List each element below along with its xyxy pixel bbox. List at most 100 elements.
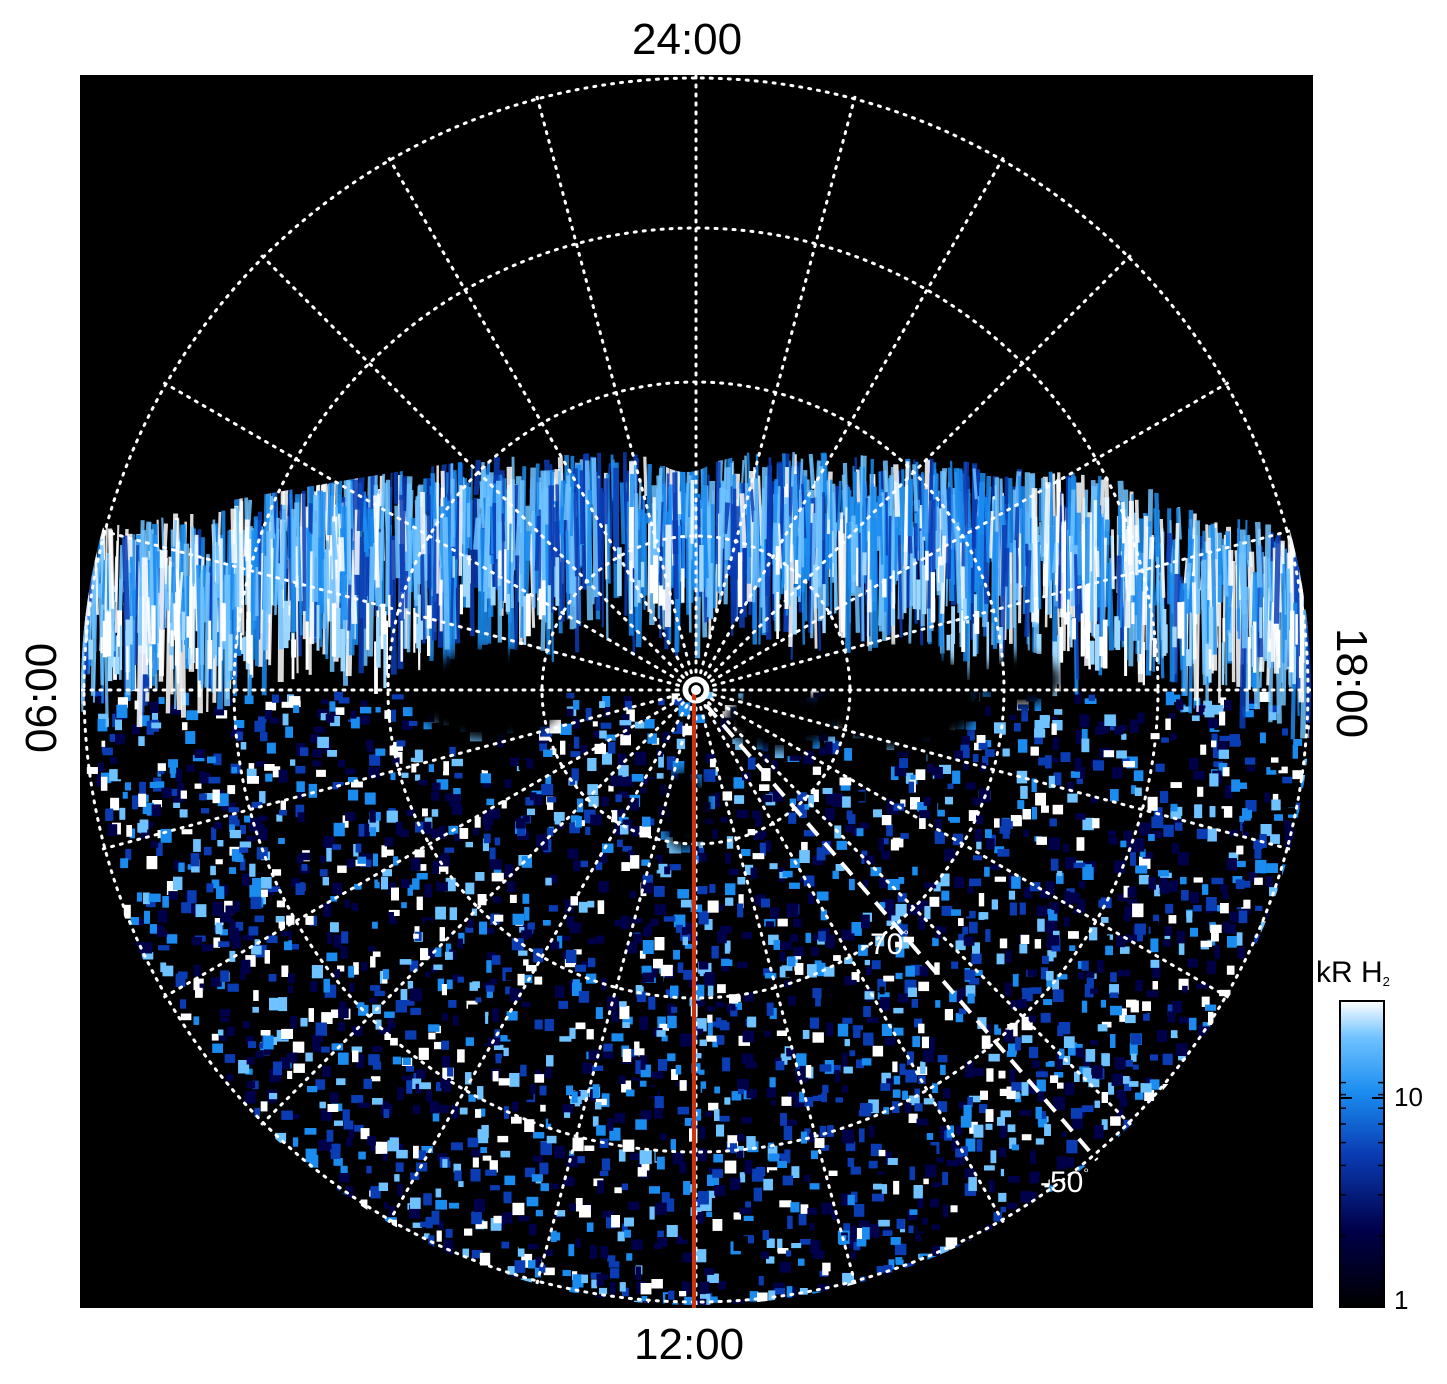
emission-speckle xyxy=(309,902,315,909)
emission-speckle xyxy=(886,803,899,815)
emission-speckle xyxy=(525,797,534,806)
emission-speckle xyxy=(656,990,665,1004)
emission-speckle xyxy=(707,1174,719,1186)
emission-speckle xyxy=(569,922,582,934)
emission-speckle xyxy=(278,997,288,1012)
emission-speckle xyxy=(869,1125,875,1138)
emission-speckle xyxy=(976,814,983,825)
emission-speckle xyxy=(803,830,816,837)
emission-speckle xyxy=(310,734,320,744)
emission-speckle xyxy=(452,804,463,815)
emission-speckle xyxy=(211,1033,219,1041)
emission-speckle xyxy=(1053,1096,1065,1111)
emission-speckle xyxy=(1274,814,1283,821)
emission-speckle xyxy=(570,751,581,757)
emission-speckle xyxy=(747,757,756,770)
emission-speckle xyxy=(943,838,953,850)
emission-speckle xyxy=(1139,856,1151,869)
emission-speckle xyxy=(140,829,150,839)
emission-speckle xyxy=(965,1138,976,1152)
emission-speckle xyxy=(229,815,238,825)
emission-speckle xyxy=(240,825,246,835)
emission-speckle xyxy=(1175,822,1183,831)
emission-speckle xyxy=(622,846,632,852)
emission-speckle xyxy=(737,877,746,885)
emission-speckle xyxy=(266,935,278,943)
emission-speckle xyxy=(342,710,351,720)
emission-speckle xyxy=(1116,750,1127,759)
emission-speckle xyxy=(608,785,614,792)
emission-speckle xyxy=(1125,1060,1133,1067)
emission-speckle xyxy=(702,818,714,824)
emission-speckle xyxy=(1019,999,1027,1009)
emission-speckle xyxy=(666,756,676,770)
emission-speckle xyxy=(775,1061,785,1071)
emission-speckle xyxy=(722,1057,731,1072)
emission-speckle xyxy=(1085,1049,1096,1062)
emission-speckle xyxy=(978,741,988,750)
emission-speckle xyxy=(252,823,265,833)
emission-speckle xyxy=(804,1175,810,1182)
emission-speckle xyxy=(1021,987,1033,1002)
emission-speckle xyxy=(239,847,249,853)
emission-speckle xyxy=(908,904,920,915)
emission-speckle xyxy=(598,893,607,903)
emission-speckle xyxy=(850,1166,861,1175)
emission-speckle xyxy=(296,781,305,792)
emission-speckle xyxy=(1090,988,1099,994)
emission-speckle xyxy=(742,932,753,939)
emission-speckle xyxy=(698,961,709,970)
emission-speckle xyxy=(859,1220,870,1228)
emission-speckle xyxy=(512,1101,519,1112)
emission-speckle xyxy=(312,760,322,767)
emission-speckle xyxy=(388,1192,400,1207)
emission-speckle xyxy=(794,963,804,975)
emission-speckle xyxy=(592,1084,600,1099)
emission-speckle xyxy=(1211,932,1219,942)
emission-speckle xyxy=(337,965,345,972)
emission-speckle xyxy=(771,1100,776,1106)
emission-speckle xyxy=(543,920,551,926)
emission-speckle xyxy=(661,1035,668,1042)
emission-speckle xyxy=(654,1096,664,1109)
emission-speckle xyxy=(1153,914,1160,925)
emission-speckle xyxy=(320,1109,332,1121)
emission-speckle xyxy=(396,740,406,747)
emission-speckle xyxy=(1270,762,1282,771)
emission-speckle xyxy=(799,1091,805,1103)
emission-speckle xyxy=(218,941,230,947)
emission-speckle xyxy=(840,783,851,791)
oval-streak xyxy=(677,470,683,515)
emission-speckle xyxy=(438,856,450,867)
emission-speckle xyxy=(240,742,247,750)
emission-speckle xyxy=(228,807,240,813)
emission-speckle xyxy=(232,696,241,707)
emission-speckle xyxy=(1007,1202,1018,1209)
emission-speckle xyxy=(624,1217,634,1227)
emission-speckle xyxy=(443,1239,451,1253)
emission-speckle xyxy=(382,969,389,980)
emission-speckle xyxy=(955,1125,963,1135)
emission-speckle xyxy=(1168,694,1181,702)
emission-speckle xyxy=(360,853,372,860)
emission-speckle xyxy=(281,931,292,940)
emission-speckle xyxy=(515,818,526,829)
emission-speckle xyxy=(475,1221,488,1229)
emission-speckle xyxy=(641,1296,648,1302)
emission-speckle xyxy=(220,912,232,923)
emission-speckle xyxy=(859,822,869,829)
emission-speckle xyxy=(737,1150,744,1159)
emission-speckle xyxy=(1091,802,1098,815)
emission-speckle xyxy=(1196,983,1208,989)
emission-speckle xyxy=(494,914,504,922)
emission-speckle xyxy=(1111,1073,1123,1086)
emission-speckle xyxy=(671,767,679,780)
emission-speckle xyxy=(640,1283,652,1295)
emission-speckle xyxy=(436,881,448,892)
emission-speckle xyxy=(388,912,394,921)
emission-speckle xyxy=(972,754,979,763)
emission-speckle xyxy=(904,1102,912,1113)
emission-speckle xyxy=(755,1166,766,1177)
emission-speckle xyxy=(658,754,664,768)
emission-speckle xyxy=(1010,815,1022,822)
